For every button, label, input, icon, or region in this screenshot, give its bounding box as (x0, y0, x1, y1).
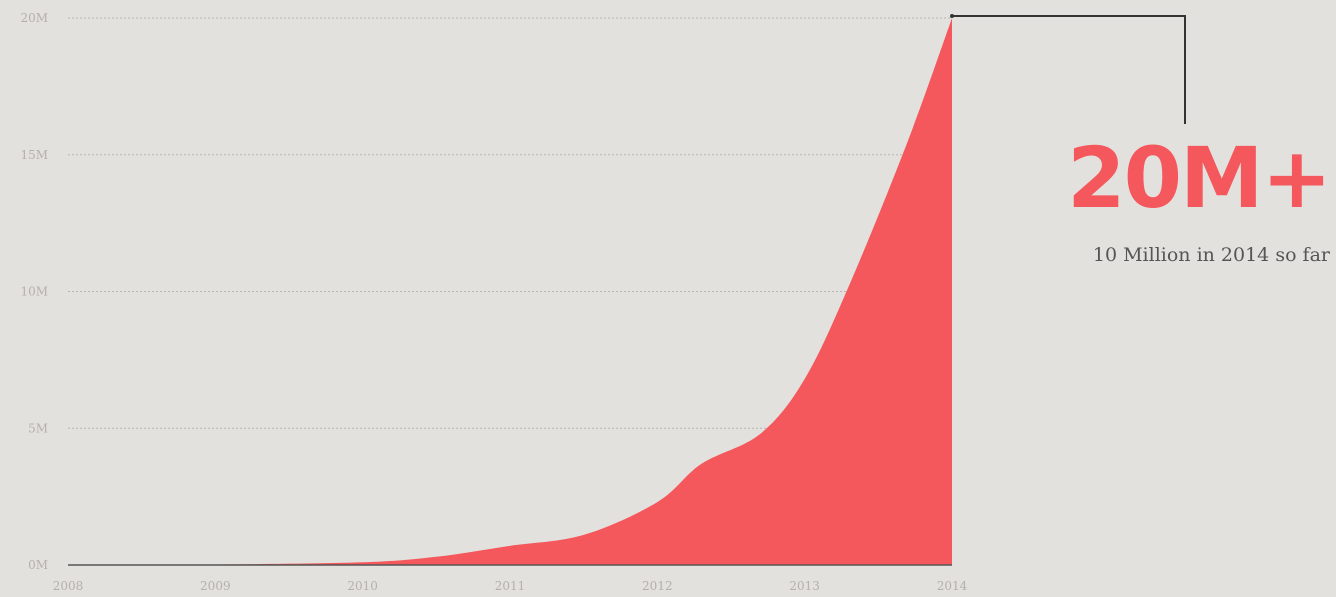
callout-headline: 20M+ (1067, 129, 1332, 227)
y-tick-label: 15M (20, 148, 48, 162)
y-axis-labels: 0M 5M 10M 15M 20M (20, 11, 48, 572)
x-tick-label: 2013 (789, 579, 820, 593)
x-tick-label: 2008 (53, 579, 84, 593)
area-series (68, 18, 952, 565)
peak-marker (950, 14, 954, 18)
y-tick-label: 20M (20, 11, 48, 25)
x-tick-label: 2014 (937, 579, 968, 593)
x-tick-label: 2012 (642, 579, 673, 593)
x-tick-label: 2010 (347, 579, 378, 593)
callout-subtext: 10 Million in 2014 so far (1092, 244, 1330, 266)
y-tick-label: 5M (28, 421, 48, 435)
y-tick-label: 0M (28, 558, 48, 572)
x-axis-labels: 2008 2009 2010 2011 2012 2013 2014 (53, 579, 968, 593)
x-tick-label: 2011 (495, 579, 526, 593)
y-tick-label: 10M (20, 285, 48, 299)
callout-leader-line (952, 15, 1186, 124)
x-tick-label: 2009 (200, 579, 231, 593)
